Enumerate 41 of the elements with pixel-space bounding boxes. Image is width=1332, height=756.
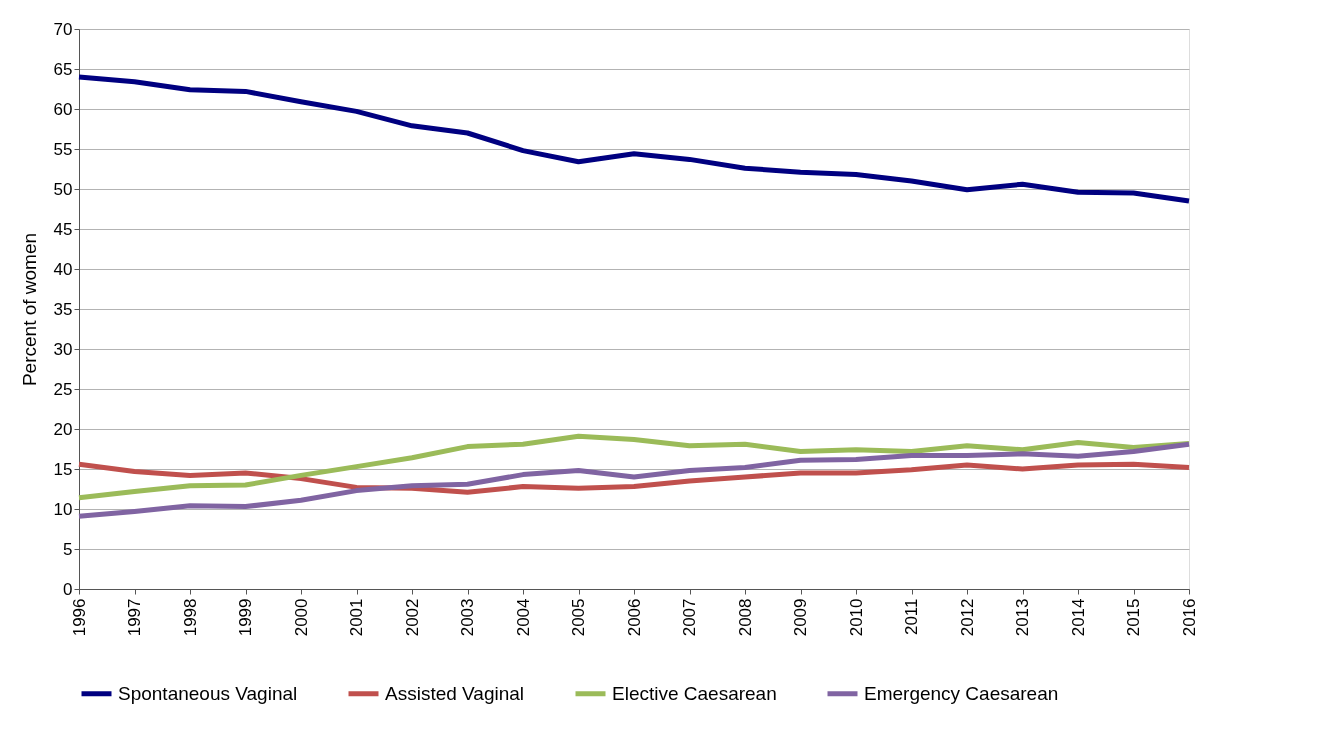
y-tick-label: 70 (53, 19, 73, 39)
x-tick-label: 2006 (624, 598, 644, 637)
x-tick-label: 2010 (846, 598, 866, 637)
y-tick-label: 65 (53, 59, 73, 79)
x-tick-label: 2007 (680, 598, 699, 637)
x-tick-label: 2000 (291, 598, 311, 637)
y-tick-label: 20 (53, 419, 73, 439)
x-tick-label: 2003 (458, 598, 477, 637)
y-tick-label: 40 (53, 259, 73, 279)
y-axis-title: Percent of women (18, 232, 40, 387)
x-tick-label: 2013 (1013, 598, 1032, 637)
y-tick-label: 5 (63, 539, 73, 559)
legend-label: Elective Caesarean (612, 682, 777, 704)
x-tick-label: 2012 (957, 598, 977, 637)
x-tick-label: 2004 (513, 598, 533, 637)
y-tick-label: 25 (53, 379, 73, 399)
x-tick-label: 2008 (735, 598, 755, 637)
x-tick-label: 2015 (1124, 598, 1143, 637)
y-tick-label: 0 (63, 579, 73, 599)
legend-label: Assisted Vaginal (385, 682, 525, 704)
x-tick-label: 2001 (347, 598, 366, 637)
x-tick-label: 1999 (236, 598, 255, 637)
y-tick-label: 15 (53, 459, 73, 479)
y-tick-label: 60 (53, 99, 73, 119)
y-tick-label: 35 (53, 299, 73, 319)
x-tick-label: 2002 (402, 598, 422, 637)
y-tick-label: 30 (53, 339, 73, 359)
x-tick-label: 1997 (125, 598, 144, 637)
y-tick-label: 50 (53, 179, 73, 199)
x-tick-label: 2011 (902, 598, 921, 636)
y-tick-label: 45 (53, 219, 73, 239)
legend-label: Spontaneous Vaginal (118, 682, 298, 704)
x-tick-label: 2009 (791, 598, 810, 637)
x-tick-label: 2005 (569, 598, 588, 637)
x-tick-label: 1998 (180, 598, 200, 637)
y-tick-label: 10 (53, 499, 73, 519)
x-tick-label: 2016 (1179, 598, 1199, 637)
x-tick-label: 2014 (1068, 598, 1088, 637)
legend-label: Emergency Caesarean (864, 682, 1059, 704)
y-tick-label: 55 (53, 139, 73, 159)
x-tick-label: 1996 (69, 598, 89, 637)
